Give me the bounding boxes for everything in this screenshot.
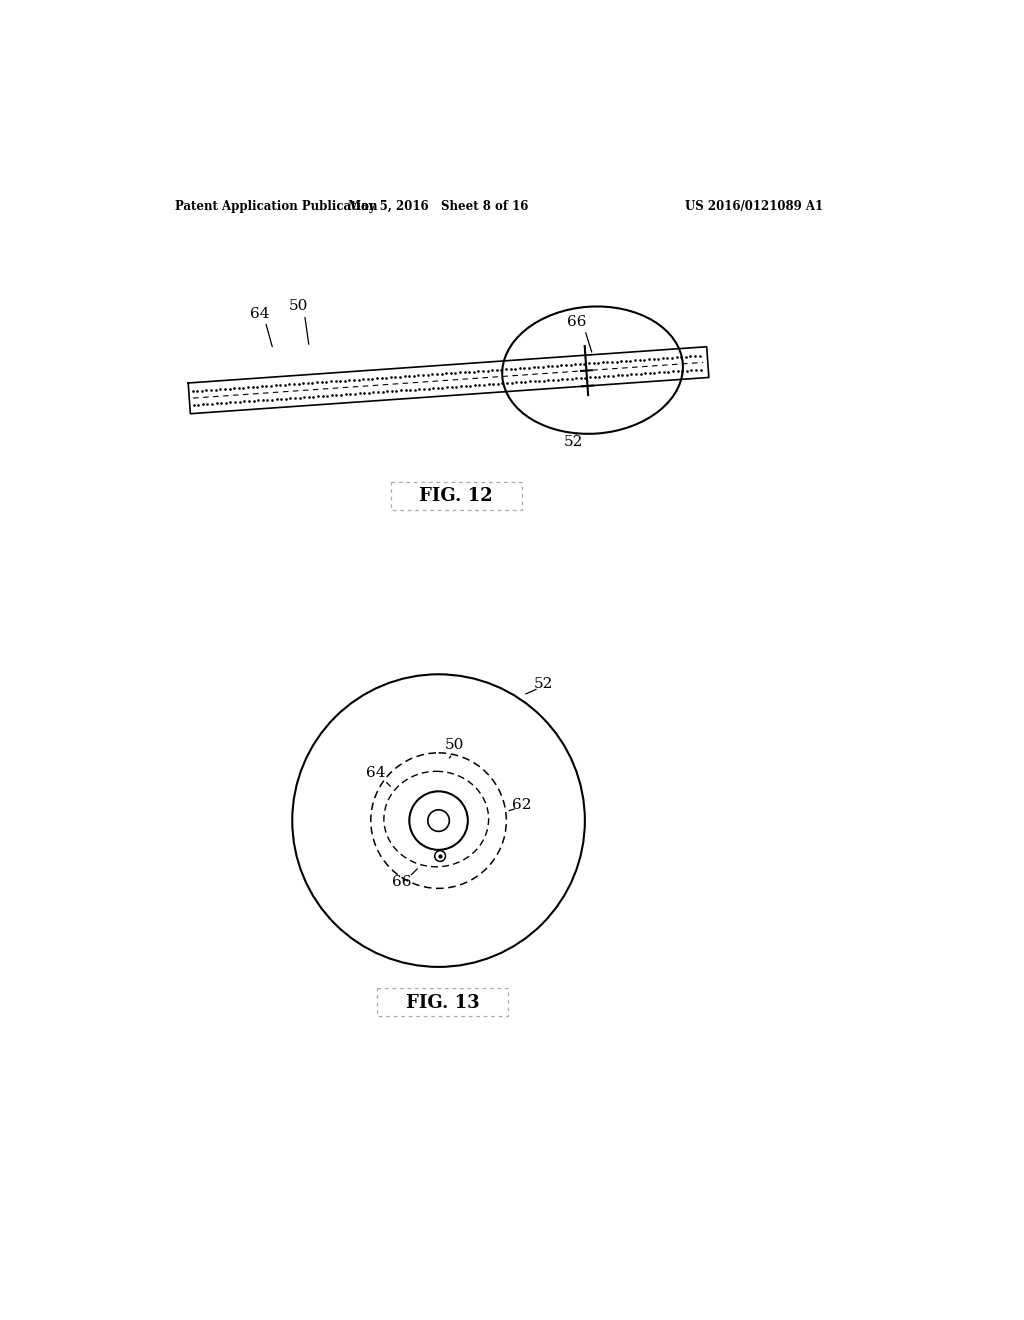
Text: May 5, 2016   Sheet 8 of 16: May 5, 2016 Sheet 8 of 16 (348, 199, 528, 213)
Text: US 2016/0121089 A1: US 2016/0121089 A1 (685, 199, 823, 213)
Circle shape (435, 850, 445, 862)
Text: FIG. 12: FIG. 12 (420, 487, 494, 506)
Text: 50: 50 (444, 738, 464, 752)
Text: 66: 66 (392, 875, 412, 890)
Text: 52: 52 (563, 434, 583, 449)
Text: 52: 52 (534, 677, 553, 690)
Text: 50: 50 (289, 300, 308, 313)
Circle shape (410, 792, 468, 850)
Circle shape (428, 810, 450, 832)
Text: 64: 64 (250, 308, 269, 321)
Text: 64: 64 (366, 766, 385, 780)
Text: 62: 62 (512, 799, 531, 812)
Text: FIG. 13: FIG. 13 (406, 994, 479, 1012)
Text: Patent Application Publication: Patent Application Publication (175, 199, 378, 213)
Text: 66: 66 (567, 314, 587, 329)
